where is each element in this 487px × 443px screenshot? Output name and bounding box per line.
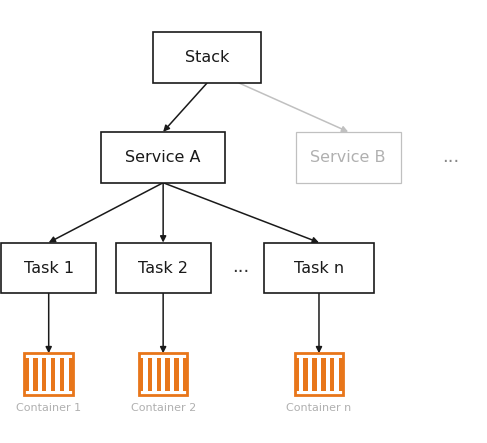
Text: ...: ...: [442, 148, 459, 166]
Text: Container 1: Container 1: [16, 403, 81, 413]
Bar: [295, 358, 299, 391]
FancyBboxPatch shape: [24, 354, 73, 395]
Bar: [33, 358, 37, 391]
Text: Service B: Service B: [310, 150, 386, 165]
FancyBboxPatch shape: [101, 132, 225, 183]
Bar: [69, 358, 73, 391]
Text: Task 1: Task 1: [24, 260, 74, 276]
Bar: [51, 358, 56, 391]
Bar: [174, 358, 179, 391]
FancyBboxPatch shape: [1, 243, 96, 293]
Text: Service A: Service A: [125, 150, 201, 165]
Bar: [148, 358, 152, 391]
Text: Stack: Stack: [185, 50, 229, 65]
Bar: [303, 358, 308, 391]
FancyBboxPatch shape: [153, 32, 261, 83]
Bar: [139, 358, 143, 391]
Text: ...: ...: [232, 258, 250, 276]
Bar: [156, 358, 161, 391]
Text: Container n: Container n: [286, 403, 352, 413]
Text: Task 2: Task 2: [138, 260, 188, 276]
FancyBboxPatch shape: [296, 132, 400, 183]
Bar: [60, 358, 64, 391]
Bar: [183, 358, 187, 391]
Bar: [339, 358, 343, 391]
Bar: [330, 358, 335, 391]
Bar: [24, 358, 29, 391]
FancyBboxPatch shape: [116, 243, 210, 293]
FancyBboxPatch shape: [264, 243, 374, 293]
FancyBboxPatch shape: [295, 354, 343, 395]
Text: Container 2: Container 2: [131, 403, 196, 413]
Bar: [312, 358, 317, 391]
FancyBboxPatch shape: [139, 354, 187, 395]
Bar: [42, 358, 46, 391]
Text: Task n: Task n: [294, 260, 344, 276]
Bar: [166, 358, 170, 391]
Bar: [321, 358, 326, 391]
